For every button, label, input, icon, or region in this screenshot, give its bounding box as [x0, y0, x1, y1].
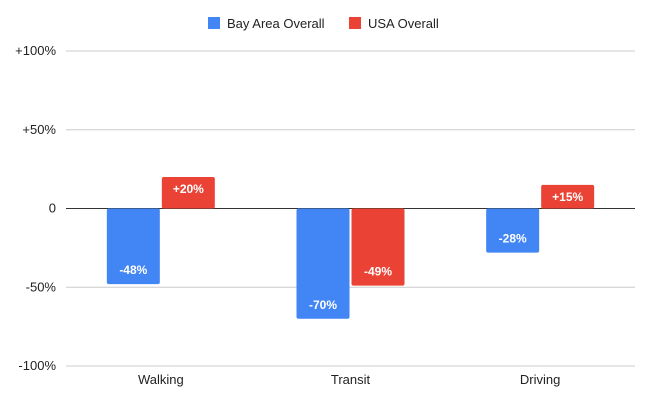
- bar-data-label: +15%: [552, 190, 583, 204]
- chart-bars: -48% +20% -70% -49% -28% +15%: [106, 177, 595, 319]
- x-axis-category-labels: Walking Transit Driving: [138, 372, 560, 387]
- bar-data-label: -49%: [364, 265, 392, 279]
- x-category-label: Walking: [138, 372, 184, 387]
- chart-legend: Bay Area Overall USA Overall: [208, 16, 439, 31]
- chart-gridlines: [66, 50, 635, 367]
- y-tick-label: +50%: [22, 122, 56, 137]
- y-tick-label: -100%: [18, 358, 56, 373]
- bar-driving-usa: [541, 184, 595, 209]
- bar-transit-usa: [351, 208, 405, 286]
- bar-walking-bay-area: [106, 208, 160, 285]
- y-tick-label: -50%: [26, 279, 57, 294]
- x-category-label: Driving: [520, 372, 560, 387]
- legend-swatch: [208, 17, 220, 29]
- bar-transit-bay-area: [296, 208, 350, 319]
- bar-driving-bay-area: [486, 208, 540, 253]
- y-tick-label: +100%: [15, 43, 56, 58]
- bar-data-label: +20%: [173, 182, 204, 196]
- x-category-label: Transit: [331, 372, 371, 387]
- bar-data-label: -70%: [309, 298, 337, 312]
- y-axis-tick-labels: -100% -50% 0 +50% +100%: [15, 43, 56, 373]
- legend-label: USA Overall: [368, 16, 439, 31]
- bar-walking-usa: [161, 177, 215, 209]
- y-tick-label: 0: [49, 201, 56, 216]
- legend-label: Bay Area Overall: [227, 16, 325, 31]
- bar-data-label: -48%: [119, 263, 147, 277]
- legend-swatch: [349, 17, 361, 29]
- bar-data-label: -28%: [499, 232, 527, 246]
